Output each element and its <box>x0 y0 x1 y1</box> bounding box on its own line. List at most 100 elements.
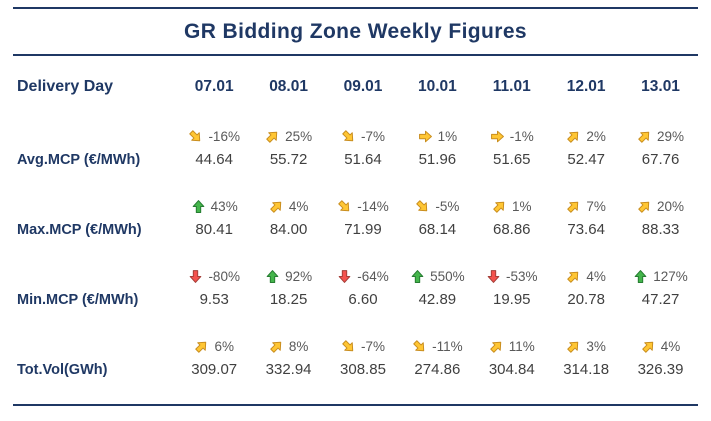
trend-percent: 1% <box>437 128 458 144</box>
trend-diag-up-arrow-icon <box>566 269 581 284</box>
metric-value: 51.65 <box>492 151 531 168</box>
column-header-date-3: 09.01 <box>343 78 383 95</box>
trend-diag-down-arrow-icon <box>415 199 430 214</box>
trend-percent: 8% <box>288 338 309 354</box>
metric-cell: 4% 326.39 <box>623 334 697 382</box>
trend-down-arrow-icon <box>486 269 501 284</box>
trend-line: 25% <box>251 124 325 148</box>
metric-value: 44.64 <box>195 151 233 168</box>
trend-percent: 7% <box>586 198 606 214</box>
trend-line: -80% <box>177 264 251 288</box>
trend-line: -64% <box>326 264 400 288</box>
page-title: GR Bidding Zone Weekly Figures <box>184 20 527 43</box>
row-label: Min.MCP (€/MWh) <box>17 292 139 308</box>
trend-up-arrow-icon <box>265 269 280 284</box>
trend-down-arrow-icon <box>337 269 352 284</box>
metric-cell: 127% 47.27 <box>623 264 697 312</box>
column-header-date-6: 12.01 <box>566 78 606 95</box>
metric-cell: 2% 52.47 <box>549 124 623 172</box>
table-row: Min.MCP (€/MWh) -80% 9.53 92% 18.25 <box>13 264 698 312</box>
trend-diag-down-arrow-icon <box>341 339 356 354</box>
metric-value: 304.84 <box>488 361 535 378</box>
metric-value: 55.72 <box>269 151 308 168</box>
metric-cell: -53% 19.95 <box>475 264 549 312</box>
metric-cell: 1% 51.96 <box>400 124 474 172</box>
metric-value: 18.25 <box>269 291 308 308</box>
metric-cell: -1% 51.65 <box>475 124 549 172</box>
metric-value: 68.86 <box>492 221 531 238</box>
metric-value: 309.07 <box>191 361 238 378</box>
trend-line: -7% <box>326 124 400 148</box>
metric-cell: -16% 44.64 <box>177 124 251 172</box>
column-header-date-2: 08.01 <box>269 78 308 95</box>
metric-cell: -7% 51.64 <box>326 124 400 172</box>
trend-line: 43% <box>177 194 251 218</box>
trend-percent: 6% <box>214 338 234 354</box>
trend-diag-up-arrow-icon <box>566 339 581 354</box>
trend-diag-up-arrow-icon <box>489 339 504 354</box>
trend-percent: -14% <box>357 198 389 214</box>
trend-diag-up-arrow-icon <box>566 129 581 144</box>
trend-line: 20% <box>623 194 697 218</box>
metric-value: 274.86 <box>414 361 461 378</box>
trend-percent: 11% <box>508 338 535 354</box>
metric-value: 71.99 <box>344 221 382 238</box>
trend-percent: -7% <box>360 338 385 354</box>
metric-value: 51.64 <box>344 151 382 168</box>
metric-cell: 7% 73.64 <box>549 194 623 242</box>
metric-cell: 6% 309.07 <box>177 334 251 382</box>
metric-cell: 1% 68.86 <box>475 194 549 242</box>
trend-percent: 43% <box>210 198 238 214</box>
metric-cell: -80% 9.53 <box>177 264 251 312</box>
trend-percent: 4% <box>586 268 606 284</box>
trend-percent: 29% <box>657 128 685 144</box>
metric-cell: 4% 84.00 <box>251 194 325 242</box>
table-row: Avg.MCP (€/MWh) -16% 44.64 25% 55.72 <box>13 124 698 172</box>
trend-percent: 4% <box>660 338 681 354</box>
title-divider <box>13 54 698 56</box>
trend-line: 550% <box>400 264 474 288</box>
trend-line: 4% <box>623 334 697 358</box>
metric-value: 52.47 <box>567 151 605 168</box>
trend-line: 8% <box>251 334 325 358</box>
metric-value: 308.85 <box>340 361 386 378</box>
row-label: Max.MCP (€/MWh) <box>17 222 142 238</box>
column-header-date-7: 13.01 <box>641 78 680 95</box>
trend-percent: -7% <box>360 128 385 144</box>
metric-cell: 20% 88.33 <box>623 194 697 242</box>
top-divider <box>13 7 698 9</box>
metric-cell: 8% 332.94 <box>251 334 325 382</box>
trend-up-arrow-icon <box>633 269 648 284</box>
metric-value: 80.41 <box>195 221 233 238</box>
trend-percent: 92% <box>285 268 313 284</box>
metric-value: 9.53 <box>199 291 229 308</box>
column-header-date-1: 07.01 <box>194 78 234 95</box>
trend-percent: 25% <box>285 128 313 144</box>
metric-value: 88.33 <box>641 221 680 238</box>
trend-diag-up-arrow-icon <box>269 199 284 214</box>
metric-value: 73.64 <box>567 221 605 238</box>
metric-cell: 25% 55.72 <box>251 124 325 172</box>
trend-line: 92% <box>251 264 325 288</box>
trend-percent: -16% <box>208 128 240 144</box>
trend-line: 2% <box>549 124 623 148</box>
trend-line: -5% <box>400 194 474 218</box>
row-label: Avg.MCP (€/MWh) <box>17 152 141 168</box>
metric-value: 68.14 <box>418 221 457 238</box>
trend-down-arrow-icon <box>188 269 203 284</box>
trend-line: 4% <box>251 194 325 218</box>
trend-percent: 3% <box>586 338 606 354</box>
trend-up-arrow-icon <box>191 199 206 214</box>
trend-line: -1% <box>475 124 549 148</box>
trend-diag-up-arrow-icon <box>265 129 280 144</box>
column-header-date-5: 11.01 <box>492 78 531 95</box>
trend-right-arrow-icon <box>418 129 433 144</box>
weekly-figures-table: Delivery Day 07.01 08.01 09.01 10.01 11.… <box>13 74 698 382</box>
trend-diag-down-arrow-icon <box>341 129 356 144</box>
metric-cell: -14% 71.99 <box>326 194 400 242</box>
trend-percent: 4% <box>288 198 309 214</box>
trend-diag-up-arrow-icon <box>641 339 656 354</box>
trend-percent: -64% <box>357 268 389 284</box>
metric-cell: -7% 308.85 <box>326 334 400 382</box>
